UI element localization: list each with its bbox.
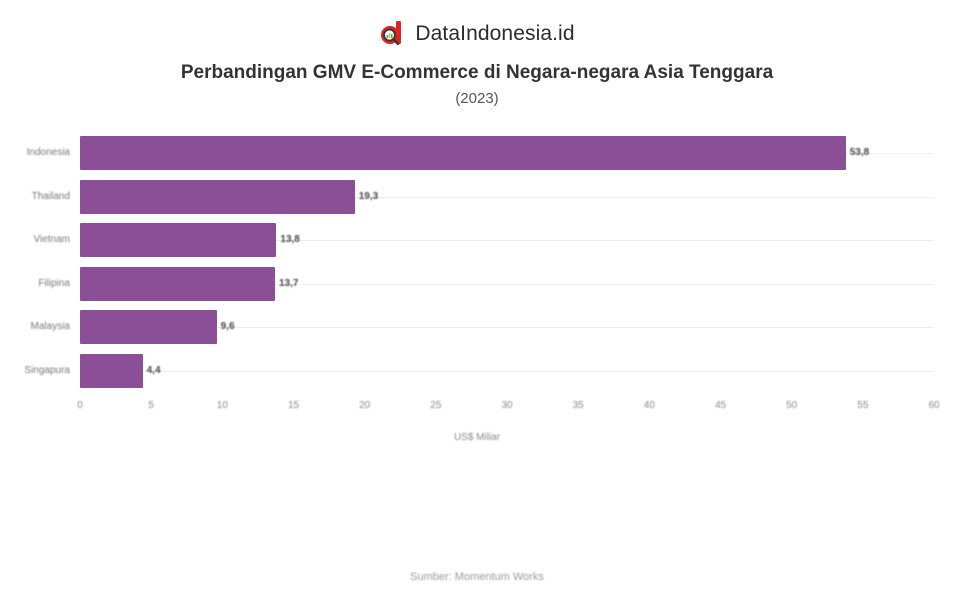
x-tick-label: 60 (928, 400, 940, 411)
bar-row: Vietnam 13,8 (33, 223, 934, 258)
category-label: Thailand (31, 190, 70, 202)
x-tick-label: 45 (714, 400, 727, 411)
dataindonesia-logo-icon (379, 20, 405, 48)
x-axis-label: US$ Miliar (453, 432, 501, 443)
bar-row: Indonesia 53,8 (27, 136, 934, 170)
x-tick-label: 0 (77, 400, 83, 411)
category-label: Indonesia (26, 147, 70, 158)
x-tick-label: 55 (857, 400, 869, 411)
gridline (80, 240, 934, 242)
gridline (80, 371, 934, 372)
x-tick-label: 20 (359, 400, 371, 411)
x-tick-label: 5 (148, 400, 154, 411)
x-tick-label: 10 (216, 400, 228, 411)
bar-row: Filipina 13,7 (38, 266, 934, 301)
value-label: 4,4 (146, 365, 161, 376)
bar[interactable] (80, 266, 275, 301)
x-tick-label: 25 (430, 400, 442, 411)
gridline (80, 327, 934, 329)
brand-name: DataIndonesia.id (415, 22, 575, 45)
value-label: 9,6 (220, 321, 235, 333)
bar-row: Thailand 19,3 (32, 179, 934, 214)
bar-row: Singapura 4,4 (24, 354, 934, 388)
category-label: Vietnam (33, 234, 70, 246)
category-label: Malaysia (30, 321, 70, 333)
value-label: 19,3 (358, 190, 379, 202)
bar[interactable] (80, 223, 277, 258)
x-tick-label: 35 (572, 400, 584, 411)
x-tick-label: 40 (643, 400, 655, 411)
brand-header: DataIndonesia.id (0, 20, 954, 48)
gridline (80, 283, 934, 285)
x-tick-label: 50 (786, 400, 798, 411)
source-note: Sumber: Momentum Works (410, 571, 544, 583)
chart-title: Perbandingan GMV E-Commerce di Negara-ne… (180, 62, 774, 83)
chart-subtitle: (2023) (455, 90, 499, 107)
bar[interactable] (80, 136, 846, 170)
bar[interactable] (80, 179, 355, 214)
x-tick-label: 15 (287, 400, 300, 411)
gridline (80, 196, 934, 198)
bar[interactable] (80, 354, 143, 388)
bar-chart-plot-area: Indonesia 53,8 Thailand 19,3 Vietnam 13,8 Fili… (24, 130, 934, 392)
value-label: 13,7 (278, 277, 299, 289)
value-label: 53,8 (849, 147, 870, 158)
category-label: Filipina (38, 277, 70, 289)
x-tick-label: 30 (501, 400, 513, 411)
category-label: Singapura (24, 365, 70, 376)
bar-row: Malaysia 9,6 (31, 310, 934, 345)
value-label: 13,8 (280, 234, 300, 246)
x-axis-ticks: 0 5 10 15 20 25 30 35 40 45 50 55 60 (77, 400, 939, 416)
bar[interactable] (80, 310, 217, 345)
